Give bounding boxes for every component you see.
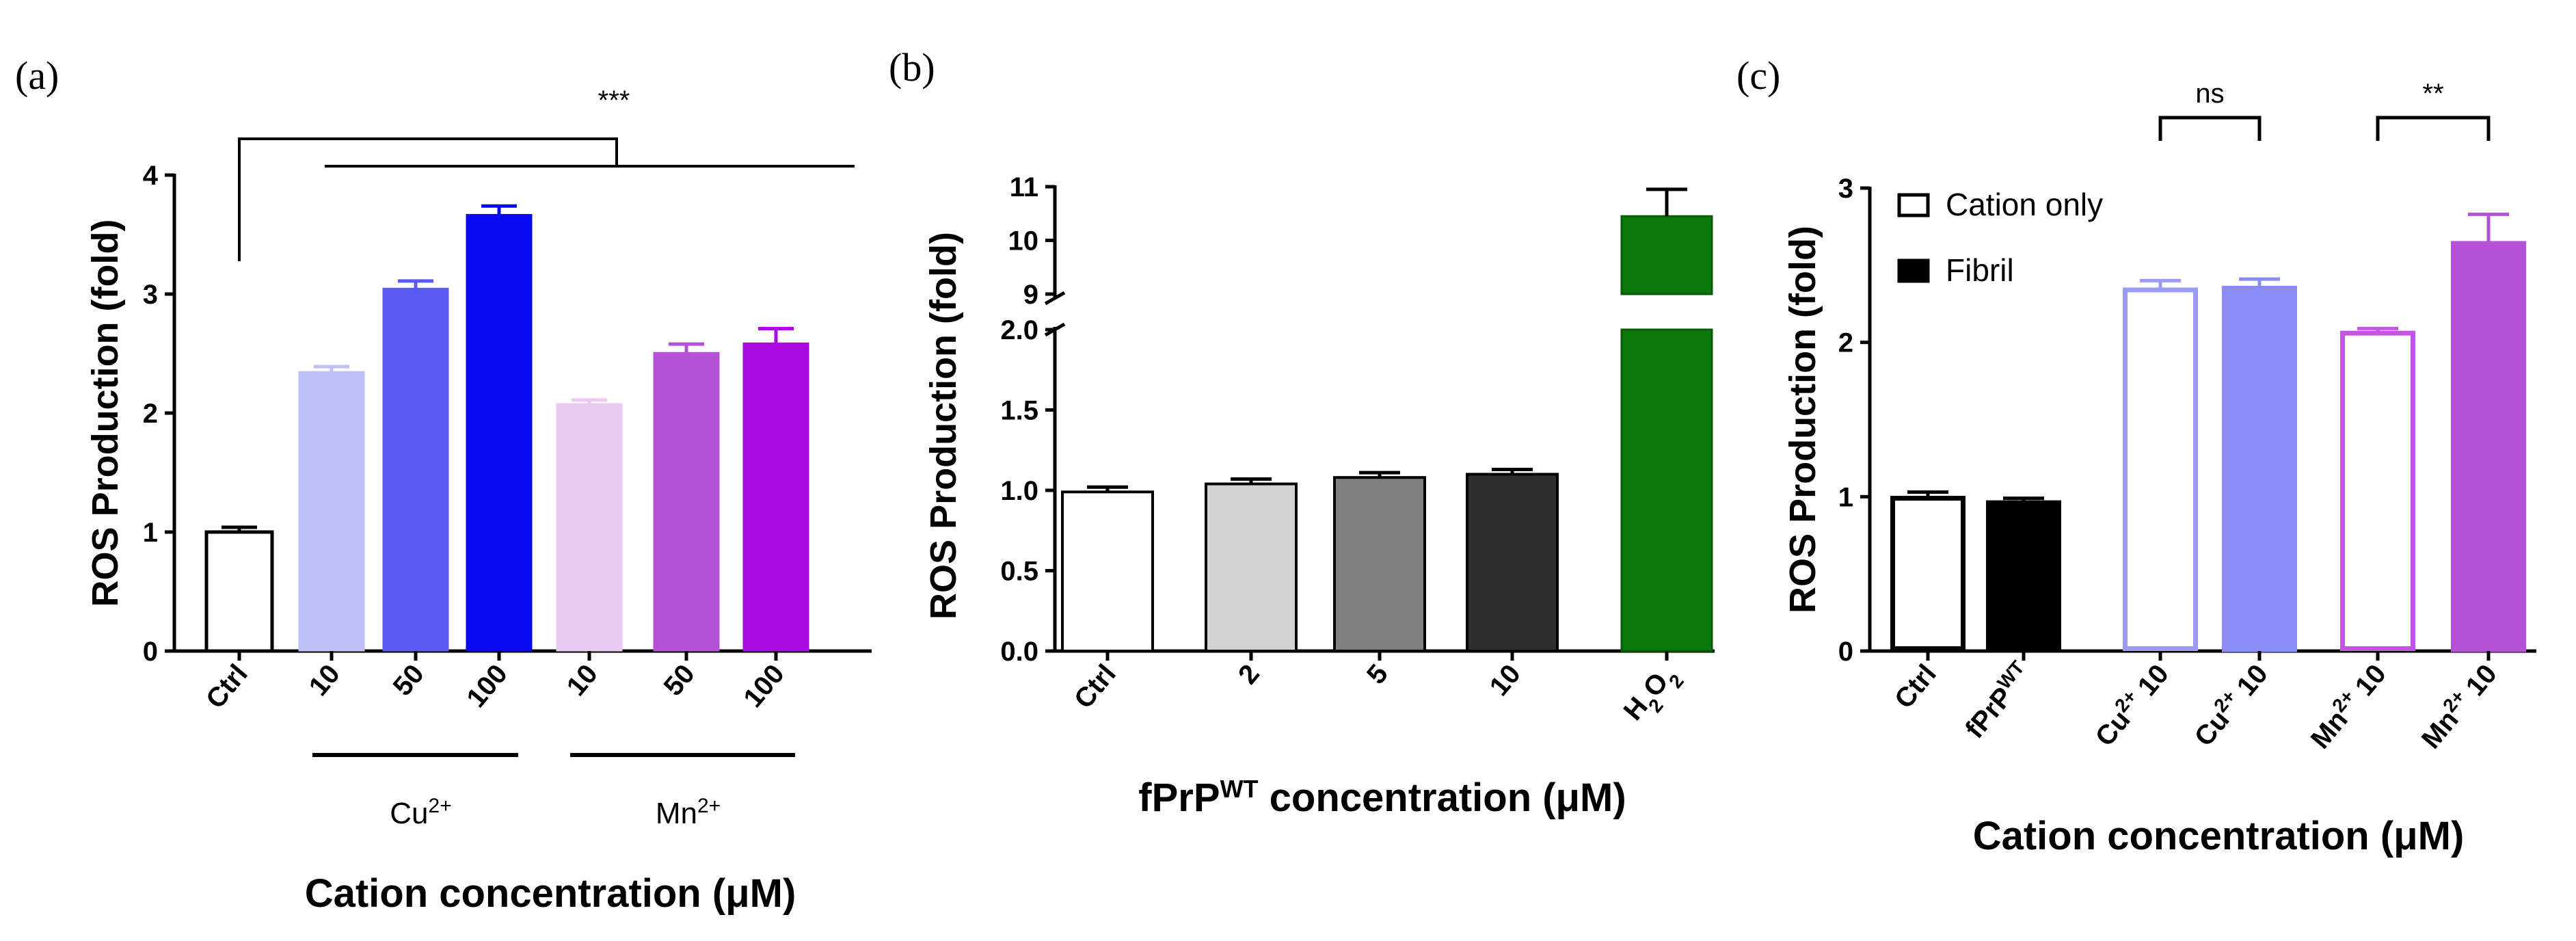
y-tick-label: 9 <box>1023 280 1038 310</box>
bar <box>2123 287 2198 651</box>
x-tick-label: Cu2+ 10 <box>2186 657 2273 752</box>
x-tick-label: 100 <box>461 659 513 713</box>
x-tick-label: fPrPWT <box>1957 657 2038 744</box>
legend-swatch <box>1897 193 1930 217</box>
x-tick-label: 50 <box>388 659 430 702</box>
bar <box>1890 496 1965 652</box>
bar <box>1986 500 2061 652</box>
x-tick-label: 10 <box>1484 659 1527 702</box>
panel-b-chart: 0.0 0.5 1.0 1.5 2.0 9 10 11 Ctrl 2 5 10 H2O2 ROS Prod… <box>923 172 1715 820</box>
y-axis-label: ROS Production (fold) <box>923 232 964 620</box>
y-tick-label: 3 <box>1838 174 1853 204</box>
bar <box>556 403 623 652</box>
x-tick-label: 10 <box>561 659 604 702</box>
x-tick-label: Cu2+ 10 <box>2087 657 2174 752</box>
panel-a-label: (a) <box>15 53 59 98</box>
significance-bracket <box>2376 116 2491 141</box>
significance-bracket <box>238 137 618 261</box>
x-axis-label: fPrPWT concentration (μM) <box>1138 775 1626 821</box>
legend-swatch <box>1897 259 1930 283</box>
bar <box>1466 473 1559 652</box>
bar <box>2222 285 2297 652</box>
x-tick-label: 100 <box>738 659 790 713</box>
bar <box>1620 328 1713 652</box>
x-tick-label: Mn2+ 10 <box>2303 657 2392 754</box>
y-tick-label: 2 <box>1838 328 1853 358</box>
y-tick-label: 2.0 <box>1000 315 1038 345</box>
axis-break-mark <box>1044 291 1066 306</box>
significance-label: ** <box>2422 79 2443 109</box>
bar <box>204 530 274 653</box>
y-tick-label: 1.0 <box>1000 476 1038 506</box>
x-tick-label: H2O2 <box>1618 659 1688 732</box>
y-tick-label: 0.0 <box>1000 637 1038 667</box>
bar <box>1205 482 1298 652</box>
x-axis-label: Cation concentration (μM) <box>305 871 796 916</box>
y-tick-label: 4 <box>143 161 159 191</box>
bar <box>2340 330 2415 651</box>
y-tick-label: 1.5 <box>1000 396 1038 426</box>
group-label: Mn2+ <box>656 795 721 831</box>
significance-label: ns <box>2195 79 2224 109</box>
group-label: Cu2+ <box>390 795 451 831</box>
x-tick-label: Mn2+ 10 <box>2413 657 2503 754</box>
y-tick-label: 0 <box>1838 637 1853 667</box>
x-tick-label: Ctrl <box>1069 659 1122 715</box>
significance-label: *** <box>598 85 630 116</box>
bar <box>2451 241 2526 652</box>
significance-bracket <box>2158 116 2262 141</box>
bar <box>742 342 809 652</box>
x-tick-label: 10 <box>304 659 346 702</box>
y-tick-label: 1 <box>1838 482 1853 512</box>
x-axis-label: Cation concentration (μM) <box>1973 814 2465 858</box>
bar <box>1061 490 1154 652</box>
x-tick-label: Ctrl <box>200 659 254 715</box>
y-tick-label: 1 <box>143 518 158 548</box>
x-tick-label: 2 <box>1233 659 1265 690</box>
y-tick-label: 10 <box>1008 226 1039 256</box>
bar-upper-segment <box>1620 215 1713 295</box>
bar <box>298 371 365 652</box>
y-tick-label: 3 <box>143 280 158 310</box>
x-tick-label: 50 <box>658 659 701 702</box>
legend-label: Cation only <box>1946 187 2103 222</box>
y-tick-label: 2 <box>143 399 158 429</box>
bar <box>382 287 449 652</box>
legend-label: Fibril <box>1946 252 2014 288</box>
y-tick-label: 0.5 <box>1000 557 1038 587</box>
y-tick-label: 11 <box>1010 172 1038 202</box>
x-tick-label: Ctrl <box>1889 659 1942 715</box>
bar <box>1333 476 1426 653</box>
bar <box>653 352 720 652</box>
panel-b-label: (b) <box>889 45 935 90</box>
y-tick-label: 0 <box>143 637 158 667</box>
y-axis-label: ROS Production (fold) <box>85 220 126 607</box>
panel-a-chart: 0 1 2 3 4 Ctrl 10 50 100 10 50 100 Cu2+ Mn2+ *** ROS Pr… <box>85 85 872 916</box>
y-axis-label: ROS Production (fold) <box>1782 226 1823 613</box>
x-tick-label: 5 <box>1361 659 1394 690</box>
bar <box>466 213 533 652</box>
panel-c-label: (c) <box>1736 53 1780 98</box>
